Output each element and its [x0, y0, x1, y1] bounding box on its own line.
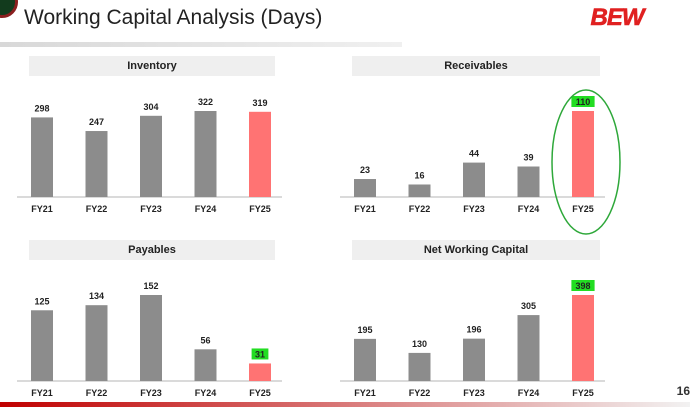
data-label: 304 — [143, 102, 158, 112]
bottom-accent-bar — [0, 402, 690, 407]
bar-fy22 — [408, 184, 431, 197]
page-title: Working Capital Analysis (Days) — [24, 6, 323, 29]
data-label: 31 — [255, 349, 265, 359]
data-label: 195 — [357, 325, 372, 335]
data-label: 298 — [34, 103, 49, 113]
x-tick-label: FY22 — [86, 204, 108, 214]
bar-fy24 — [517, 166, 540, 197]
data-label: 110 — [576, 97, 591, 107]
data-label: 152 — [143, 281, 158, 291]
brand-logo: BEW — [590, 4, 648, 30]
data-label-highlight — [571, 96, 595, 107]
data-label: 23 — [360, 165, 370, 175]
x-tick-label: FY23 — [463, 204, 485, 214]
bar-fy23 — [140, 115, 162, 197]
x-tick-label: FY22 — [409, 204, 431, 214]
bar-fy23 — [140, 295, 162, 381]
highlight-ellipse-shape — [551, 89, 621, 235]
x-tick-label: FY23 — [140, 204, 162, 214]
bar-fy23 — [463, 162, 485, 197]
data-label: 56 — [200, 335, 210, 345]
inventory-header: Inventory — [29, 56, 275, 76]
title-divider — [0, 42, 402, 47]
bar-fy23 — [463, 338, 485, 381]
x-tick-label: FY22 — [86, 388, 108, 398]
bar-fy21 — [31, 117, 53, 197]
x-tick-label: FY21 — [354, 388, 376, 398]
x-tick-label: FY24 — [195, 388, 217, 398]
data-label: 134 — [89, 291, 104, 301]
data-label: 398 — [575, 281, 590, 291]
bar-fy24 — [194, 349, 217, 381]
payables-chart: 125 FY21 134 FY22 152 FY23 56 FY24 31 FY25 — [17, 281, 282, 398]
data-label: 44 — [469, 149, 479, 159]
x-tick-label: FY21 — [31, 204, 53, 214]
bar-fy22 — [85, 131, 108, 197]
data-label: 247 — [89, 117, 104, 127]
net-working-capital-chart: 195 FY21 130 FY22 196 FY23 305 FY24 398 FY25 — [340, 280, 605, 398]
bar-fy22 — [408, 352, 431, 381]
x-tick-label: FY25 — [249, 204, 271, 214]
bar-fy25 — [249, 363, 271, 381]
bar-fy21 — [31, 310, 53, 381]
bar-fy25 — [572, 295, 594, 381]
data-label: 16 — [414, 170, 424, 180]
net-working-capital-header: Net Working Capital — [352, 240, 600, 260]
x-tick-label: FY25 — [572, 388, 594, 398]
bar-fy24 — [194, 111, 217, 197]
data-label: 130 — [412, 339, 427, 349]
bar-fy24 — [517, 315, 540, 381]
receivables-header: Receivables — [352, 56, 600, 76]
bar-fy25 — [572, 111, 594, 197]
bar-fy21 — [354, 338, 376, 381]
x-tick-label: FY23 — [140, 388, 162, 398]
x-tick-label: FY24 — [518, 204, 540, 214]
brand-logo-text: BEW — [591, 4, 647, 30]
page-number: 16 — [676, 384, 690, 398]
bar-fy25 — [249, 111, 271, 197]
data-label: 39 — [523, 153, 533, 163]
x-tick-label: FY24 — [195, 204, 217, 214]
inventory-chart: 298 FY21 247 FY22 304 FY23 322 FY24 319 FY25 — [17, 97, 282, 214]
x-tick-label: FY21 — [354, 204, 376, 214]
x-tick-label: FY21 — [31, 388, 53, 398]
data-label-highlight — [251, 348, 269, 360]
x-tick-label: FY25 — [249, 388, 271, 398]
data-label: 125 — [34, 296, 49, 306]
receivables-chart: 23 FY21 16 FY22 44 FY23 39 FY24 110 FY25 — [340, 96, 605, 214]
data-label: 305 — [521, 301, 536, 311]
data-label: 196 — [466, 325, 481, 335]
x-tick-label: FY23 — [463, 388, 485, 398]
data-label: 322 — [198, 97, 213, 107]
corner-logo — [0, 0, 18, 18]
data-label-highlight — [571, 280, 595, 291]
data-label: 319 — [252, 98, 267, 108]
bar-fy22 — [85, 305, 108, 381]
payables-header: Payables — [29, 240, 275, 260]
x-tick-label: FY24 — [518, 388, 540, 398]
x-tick-label: FY22 — [409, 388, 431, 398]
highlight-ellipse — [551, 89, 621, 235]
x-tick-label: FY25 — [572, 204, 594, 214]
bar-fy21 — [354, 179, 376, 197]
